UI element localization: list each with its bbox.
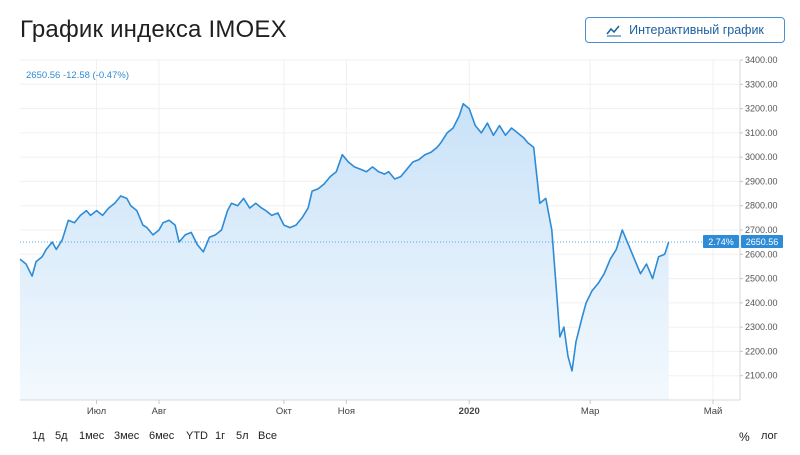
last-pct-label: 2.74% [708,237,734,247]
y-tick-label: 3100.00 [745,128,778,138]
x-tick-label: Мар [581,406,600,417]
last-value-tag [741,235,783,249]
series-area [20,103,669,400]
x-tick-label: Ноя [338,406,355,417]
legend-text: 2650.56 -12.58 (-0.47%) [26,70,129,81]
page-title: График индекса IMOEX [20,16,287,43]
y-tick-label: 2600.00 [745,249,778,259]
last-value-label: 2650.56 [746,237,779,247]
y-tick-label: 2900.00 [745,176,778,186]
y-tick-label: 2700.00 [745,225,778,235]
last-pct-tag [703,235,739,249]
range-ytd[interactable]: YTD [186,430,208,442]
log-toggle[interactable]: лог [761,430,778,442]
y-tick-label: 2300.00 [745,322,778,332]
range-all[interactable]: Все [258,430,277,442]
range-3m[interactable]: 3мес [114,430,140,442]
interactive-chart-label: Интерактивный график [629,23,764,37]
chart-area[interactable]: 2100.00 2200.00 2300.00 2400.00 2500.00 2600.… [0,55,800,431]
x-tick-label: 2020 [459,406,480,417]
series-line [19,102,670,372]
interactive-chart-button[interactable]: Интерактивный график [585,17,785,43]
y-tick-label: 3400.00 [745,56,778,65]
chart-icon [606,23,622,37]
y-tick-label: 2800.00 [745,201,778,211]
range-5y[interactable]: 5л [236,430,249,442]
range-1d[interactable]: 1д [32,430,45,442]
x-tick-label: Май [704,406,723,417]
price-chart[interactable]: 2100.00 2200.00 2300.00 2400.00 2500.00 2600.… [0,55,800,426]
range-6m[interactable]: 6мес [149,430,175,442]
y-tick-label: 2200.00 [745,346,778,356]
x-tick-label: Июл [87,406,106,417]
range-1y[interactable]: 1г [215,430,226,442]
range-1m[interactable]: 1мес [79,430,105,442]
range-bar: 1д 5д 1мес 3мес 6мес YTD 1г 5л Все % лог [0,426,800,448]
y-tick-label: 3200.00 [745,104,778,114]
y-tick-label: 2400.00 [745,298,778,308]
y-tick-label: 3000.00 [745,152,778,162]
percent-toggle[interactable]: % [739,430,750,444]
range-5d[interactable]: 5д [55,430,68,442]
x-tick-label: Окт [276,406,293,417]
x-tick-label: Авг [152,406,167,417]
y-tick-label: 2500.00 [745,274,778,284]
y-tick-label: 3300.00 [745,79,778,89]
y-tick-label: 2100.00 [745,371,778,381]
